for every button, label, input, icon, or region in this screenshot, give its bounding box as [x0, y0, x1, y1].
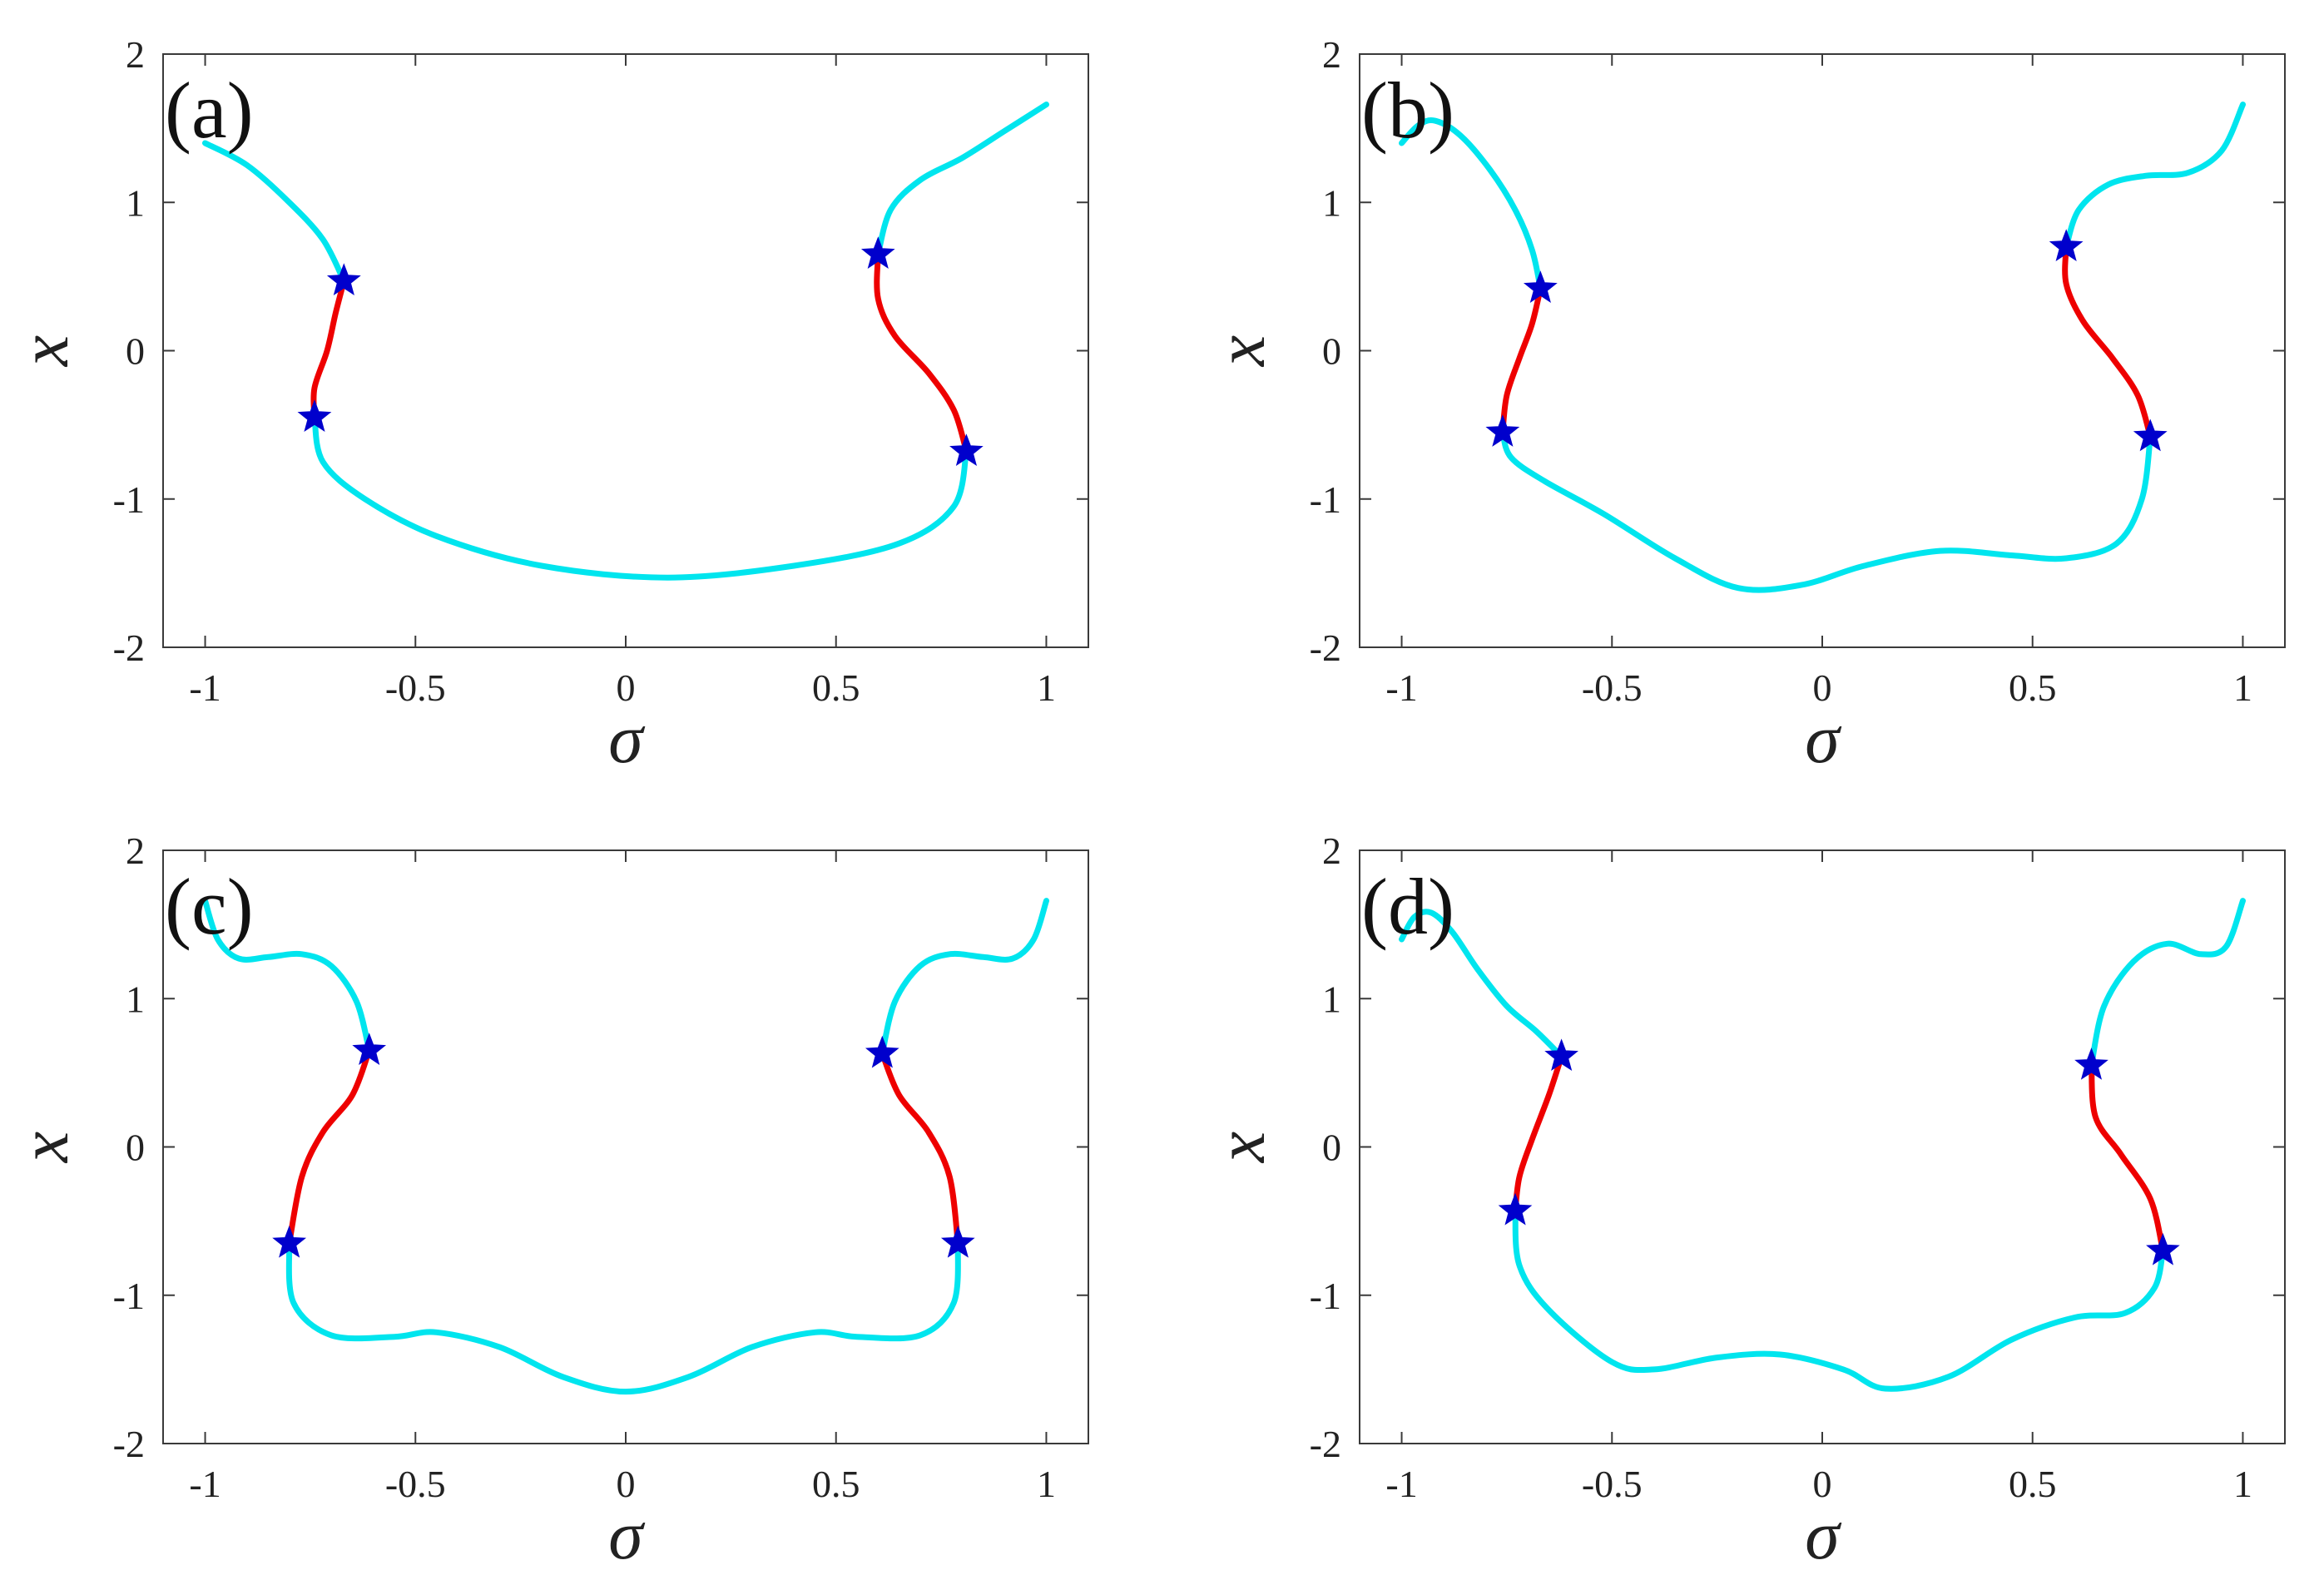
x-tick-label: 0: [1813, 666, 1832, 709]
x-tick-label: -0.5: [385, 666, 446, 709]
x-tick-label: -1: [189, 1463, 221, 1505]
unstable-branch-3: [874, 251, 969, 455]
stable-branch-4: [879, 898, 1049, 1057]
axes-box: [1359, 849, 2286, 1444]
x-tick-label: 0: [617, 666, 636, 709]
x-tick-label: -0.5: [385, 1463, 446, 1505]
axes-box: [1359, 53, 2286, 648]
unstable-branch-1: [310, 278, 347, 421]
x-tick-label: -1: [1385, 1463, 1417, 1505]
stable-branch-2: [1499, 429, 2153, 593]
x-axis-title: σ: [1805, 701, 1842, 778]
y-tick-label: 1: [126, 978, 145, 1020]
x-axis-title: σ: [608, 1497, 646, 1574]
bifurcation-star-marker: [1544, 1038, 1578, 1072]
unstable-branch-1: [1512, 1053, 1565, 1214]
y-tick-label: -2: [113, 627, 145, 669]
x-tick-label: 0.5: [812, 1463, 860, 1505]
bifurcation-star-marker: [352, 1033, 387, 1065]
y-tick-label: 0: [1322, 330, 1341, 373]
bifurcation-star-marker: [2146, 1232, 2180, 1265]
y-tick-label: -1: [1310, 478, 1341, 521]
bifurcation-star-marker: [940, 1225, 975, 1258]
unstable-branch-1: [286, 1048, 373, 1246]
bifurcation-star-marker: [860, 236, 895, 269]
x-tick-label: 1: [2233, 1463, 2252, 1505]
x-tick-label: 0: [617, 1463, 636, 1505]
stable-branch-0: [202, 140, 347, 285]
y-tick-label: 1: [1322, 978, 1341, 1020]
panel-label: (a): [165, 66, 254, 155]
panel-label: (d): [1361, 862, 1454, 951]
unstable-branch-1: [1499, 285, 1544, 435]
unstable-branch-3: [2089, 1062, 2166, 1254]
panel-c: -1 -0.5 0 0.5 1 -2 -1 0 1 2 σ x (c): [6, 830, 1089, 1574]
x-axis-title: σ: [608, 701, 646, 778]
stable-branch-4: [2063, 102, 2246, 250]
y-tick-label: -2: [1310, 1423, 1341, 1465]
stable-branch-2: [311, 414, 969, 581]
stable-branch-2: [285, 1240, 961, 1395]
y-tick-label: 1: [1322, 181, 1341, 224]
bifurcation-star-marker: [272, 1225, 307, 1258]
stable-branch-0: [1399, 117, 1544, 292]
x-tick-label: 1: [1037, 666, 1056, 709]
x-tick-label: 1: [2233, 666, 2252, 709]
x-tick-label: 0: [1813, 1463, 1832, 1505]
x-tick-label: -0.5: [1582, 1463, 1643, 1505]
y-tick-label: 0: [1322, 1127, 1341, 1169]
stable-branch-0: [1399, 909, 1565, 1060]
x-tick-label: -0.5: [1582, 666, 1643, 709]
axes-box: [162, 849, 1089, 1444]
unstable-branch-3: [879, 1050, 961, 1246]
bifurcation-star-marker: [2133, 419, 2168, 452]
x-tick-label: -1: [1385, 666, 1417, 709]
y-tick-label: 2: [126, 33, 145, 76]
y-tick-label: -1: [113, 1275, 145, 1317]
axes-box: [162, 53, 1089, 648]
panel-d: -1 -0.5 0 0.5 1 -2 -1 0 1 2 σ x (d): [1202, 830, 2286, 1574]
stable-branch-4: [2089, 898, 2246, 1068]
stable-branch-2: [1512, 1207, 2166, 1392]
bifurcation-star-marker: [949, 433, 984, 467]
x-tick-label: 0.5: [2009, 666, 2057, 709]
bifurcation-star-marker: [1485, 414, 1520, 447]
stable-branch-4: [875, 102, 1049, 258]
x-tick-label: -1: [189, 666, 221, 709]
bifurcation-star-marker: [297, 399, 332, 433]
y-axis-title: x: [1202, 1132, 1280, 1164]
bifurcation-star-marker: [865, 1035, 899, 1068]
y-tick-label: -2: [1310, 627, 1341, 669]
y-axis-title: x: [6, 1132, 83, 1164]
panel-b: -1 -0.5 0 0.5 1 -2 -1 0 1 2 σ x (b): [1202, 33, 2286, 778]
panel-label: (b): [1361, 66, 1454, 155]
y-tick-label: -2: [113, 1423, 145, 1465]
bifurcation-star-marker: [2074, 1048, 2108, 1080]
y-tick-label: 2: [1322, 33, 1341, 76]
y-tick-label: 2: [1322, 830, 1341, 872]
y-axis-title: x: [6, 335, 83, 368]
x-tick-label: 0.5: [812, 666, 860, 709]
y-tick-label: 1: [126, 181, 145, 224]
unstable-branch-3: [2062, 244, 2153, 440]
stable-branch-0: [202, 898, 373, 1054]
y-tick-label: -1: [113, 478, 145, 521]
y-tick-label: 0: [126, 1127, 145, 1169]
bifurcation-star-marker: [1523, 270, 1558, 303]
panel-label: (c): [165, 862, 254, 951]
x-axis-title: σ: [1805, 1497, 1842, 1574]
y-tick-label: 2: [126, 830, 145, 872]
y-tick-label: 0: [126, 330, 145, 373]
x-tick-label: 1: [1037, 1463, 1056, 1505]
bifurcation-star-marker: [2049, 229, 2084, 262]
y-tick-label: -1: [1310, 1275, 1341, 1317]
panel-a: -1 -0.5 0 0.5 1 -2 -1 0 1 2 σ x (a): [6, 33, 1089, 778]
bifurcation-star-marker: [1498, 1192, 1533, 1226]
bifurcation-star-marker: [326, 263, 361, 296]
y-axis-title: x: [1202, 335, 1280, 368]
x-tick-label: 0.5: [2009, 1463, 2057, 1505]
